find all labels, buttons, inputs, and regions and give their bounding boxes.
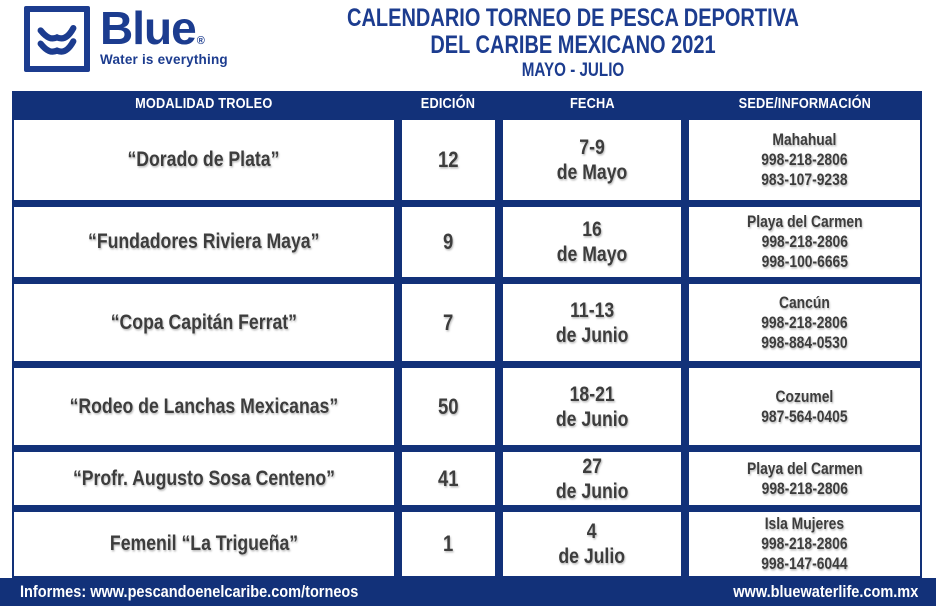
header-modalidad: MODALIDAD TROLEO	[14, 93, 394, 113]
footer-info-url: Informes: www.pescandoenelcaribe.com/tor…	[20, 582, 359, 601]
masthead: Blue ® Water is everything CALENDARIO TOR…	[0, 0, 936, 91]
page-title: CALENDARIO TORNEO DE PESCA DEPORTIVA DEL…	[220, 5, 926, 82]
edition-cell: 7	[401, 283, 496, 362]
title-subtitle: MAYO - JULIO	[521, 60, 625, 81]
tournament-name-cell: “Fundadores Riviera Maya”	[14, 207, 394, 277]
venue-cell: Cancún 998-218-2806 998-884-0530	[688, 283, 920, 362]
title-line-1: CALENDARIO TORNEO DE PESCA DEPORTIVA	[347, 4, 799, 32]
date-cell: 7-9 de Mayo	[503, 120, 681, 201]
header-fecha: FECHA	[503, 93, 681, 113]
header-sede: SEDE/INFORMACIÓN	[688, 93, 920, 113]
header-edicion: EDICIÓN	[401, 93, 496, 113]
venue-cell: Isla Mujeres 998-218-2806 998-147-6044	[688, 512, 920, 576]
footer-bar: Informes: www.pescandoenelcaribe.com/tor…	[0, 578, 936, 606]
venue-cell: Mahahual 998-218-2806 983-107-9238	[688, 120, 920, 201]
tournament-name-cell: “Copa Capitán Ferrat”	[14, 283, 394, 362]
venue-cell: Playa del Carmen 998-218-2806	[688, 451, 920, 506]
date-cell: 18-21 de Junio	[503, 368, 681, 445]
blue-logo: Blue ® Water is everything	[24, 2, 228, 72]
tournament-name-cell: Femenil “La Trigueña”	[14, 512, 394, 576]
venue-cell: Playa del Carmen 998-218-2806 998-100-66…	[688, 207, 920, 277]
date-cell: 4 de Julio	[503, 512, 681, 576]
title-line-2: DEL CARIBE MEXICANO 2021	[430, 31, 716, 59]
footer-brand-url: www.bluewaterlife.com.mx	[732, 582, 918, 601]
date-cell: 11-13 de Junio	[503, 283, 681, 362]
edition-cell: 9	[401, 207, 496, 277]
registered-mark: ®	[196, 35, 205, 47]
venue-cell: Cozumel 987-564-0405	[688, 368, 920, 445]
tournament-name-cell: “Profr. Augusto Sosa Centeno”	[14, 451, 394, 506]
schedule-table: MODALIDAD TROLEO EDICIÓN FECHA SEDE/INFO…	[12, 91, 922, 578]
edition-cell: 1	[401, 512, 496, 576]
tournament-name-cell: “Dorado de Plata”	[14, 120, 394, 201]
edition-cell: 41	[401, 451, 496, 506]
waves-icon	[24, 6, 90, 72]
date-cell: 16 de Mayo	[503, 207, 681, 277]
brand-tagline: Water is everything	[100, 52, 228, 67]
edition-cell: 12	[401, 120, 496, 201]
tournament-name-cell: “Rodeo de Lanchas Mexicanas”	[14, 368, 394, 445]
brand-name: Blue ®	[100, 2, 205, 54]
date-cell: 27 de Junio	[503, 451, 681, 506]
edition-cell: 50	[401, 368, 496, 445]
